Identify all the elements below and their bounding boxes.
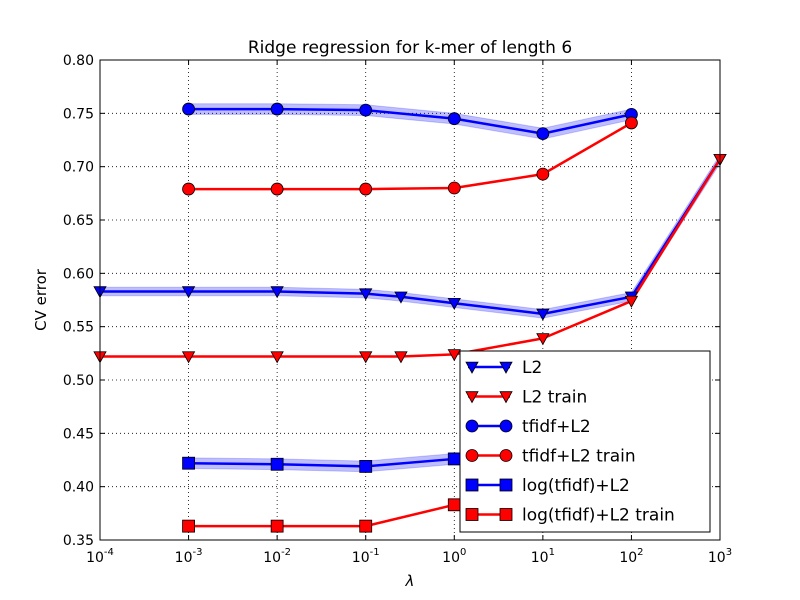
x-tick-exponent: 1 [549, 547, 555, 558]
data-point-triangle-down [465, 391, 479, 404]
legend-label: log(tfidf)+L2 train [522, 506, 675, 526]
y-tick-label: 0.65 [63, 213, 94, 229]
y-tick-label: 0.75 [63, 106, 94, 122]
data-point-circle [447, 112, 461, 126]
legend: L2 L2 train tfidf+L2 tfidf+L2 train log(tfid… [459, 350, 711, 533]
data-point-circle [270, 182, 284, 196]
data-point-triangle-down [499, 391, 513, 404]
data-point-square [465, 478, 479, 492]
series-line [188, 457, 455, 468]
x-tick-base: 10 [352, 550, 370, 566]
series-line [188, 121, 633, 191]
data-point-circle [465, 419, 479, 433]
data-point-circle [536, 127, 550, 141]
data-point-circle [182, 102, 195, 116]
x-tick-label: 10-4 [86, 547, 114, 566]
data-point-circle [499, 419, 513, 433]
data-point-triangle-down [624, 295, 639, 308]
data-point-square [465, 508, 479, 521]
y-tick-label: 0.45 [63, 426, 94, 442]
x-tick-base: 10 [442, 550, 460, 566]
data-point-triangle-down [536, 333, 550, 346]
legend-label: log(tfidf)+L2 [522, 476, 630, 496]
data-point-square [270, 519, 284, 533]
x-tick-base: 10 [708, 550, 726, 566]
data-point-square [447, 498, 461, 512]
data-point-triangle-down [270, 351, 284, 364]
data-point-square [182, 456, 195, 470]
x-tick-label: 10-2 [263, 547, 291, 566]
legend-label: tfidf+L2 train [522, 447, 636, 467]
data-point-square [499, 508, 513, 521]
x-tick-base: 10 [175, 550, 193, 566]
data-point-circle [359, 182, 373, 196]
series-line [188, 107, 632, 135]
x-axis-label: λ [405, 572, 415, 590]
x-tick-label: 103 [708, 547, 732, 566]
data-point-circle [625, 116, 638, 130]
data-point-square [359, 459, 373, 473]
y-tick-labels: 0.35 0.40 0.45 0.50 0.55 0.60 0.65 0.70 0.75 0.80 [63, 53, 94, 549]
legend-label: L2 [522, 358, 542, 378]
y-tick-label: 0.40 [63, 480, 94, 496]
x-tick-exponent: -2 [281, 547, 291, 558]
x-tick-label: 102 [619, 547, 643, 566]
x-tick-exponent: -1 [370, 547, 380, 558]
data-point-triangle-down [394, 351, 408, 364]
data-point-triangle-down [270, 286, 284, 299]
plot-frame [99, 59, 721, 541]
x-tick-base: 10 [531, 550, 549, 566]
series-line [188, 503, 455, 528]
data-point-triangle-down [447, 297, 461, 311]
data-point-triangle-down [499, 361, 513, 374]
data-point-triangle-down [359, 351, 373, 364]
x-tick-label: 101 [531, 547, 555, 566]
x-tick-exponent: 0 [460, 547, 466, 558]
x-tick-base: 10 [619, 550, 637, 566]
data-point-circle [465, 449, 479, 462]
data-point-circle [182, 182, 195, 196]
data-point-square [270, 457, 284, 471]
data-point-square [447, 452, 461, 466]
data-point-circle [536, 167, 550, 181]
data-point-triangle-down [181, 286, 196, 299]
y-tick-label: 0.55 [63, 320, 94, 336]
data-point-square [182, 519, 195, 533]
y-tick-label: 0.80 [63, 53, 94, 69]
x-tick-exponent: 3 [726, 547, 732, 558]
x-tick-label: 10-3 [175, 547, 203, 566]
x-tick-base: 10 [86, 550, 104, 566]
data-points [93, 102, 727, 533]
data-point-triangle-down [465, 361, 479, 374]
x-tick-exponent: 2 [637, 547, 643, 558]
data-point-triangle-down [359, 288, 373, 301]
x-tick-label: 100 [442, 547, 466, 566]
legend-label: L2 train [522, 388, 587, 408]
x-tick-labels: 10-4 10-3 10-2 10-1 100 101 102 103 [86, 547, 732, 566]
y-axis-label: CV error [32, 268, 50, 331]
data-point-square [499, 478, 513, 492]
axis-ticks [99, 59, 721, 541]
chart-title: Ridge regression for k-mer of length 6 [248, 38, 572, 58]
x-tick-base: 10 [263, 550, 281, 566]
data-point-circle [499, 449, 513, 462]
data-point-triangle-down [536, 308, 550, 321]
y-tick-label: 0.60 [63, 266, 94, 282]
legend-box [459, 350, 711, 533]
data-point-circle [270, 102, 284, 116]
y-tick-label: 0.70 [63, 160, 94, 176]
data-point-square [359, 519, 373, 533]
data-point-triangle-down [394, 291, 408, 304]
data-point-circle [447, 181, 461, 195]
y-tick-label: 0.35 [63, 533, 94, 549]
x-tick-exponent: -3 [192, 547, 202, 558]
y-tick-label: 0.50 [63, 373, 94, 389]
data-point-triangle-down [181, 351, 196, 364]
x-tick-label: 10-1 [352, 547, 380, 566]
data-point-triangle-down [447, 349, 461, 362]
data-point-circle [359, 103, 373, 117]
x-tick-exponent: -4 [104, 547, 114, 558]
legend-label: tfidf+L2 [522, 417, 591, 437]
